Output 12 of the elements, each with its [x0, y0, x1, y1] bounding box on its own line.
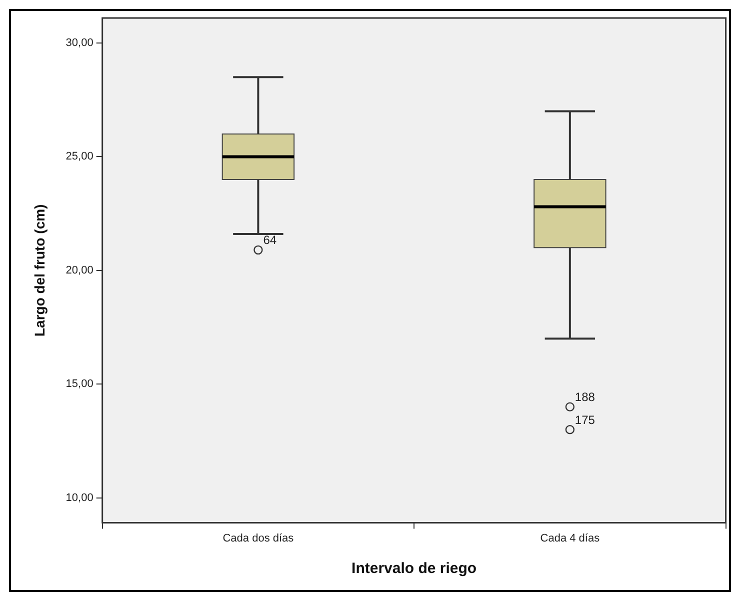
x-tick-label: Cada dos días — [222, 532, 294, 544]
y-tick-label: 25,00 — [66, 150, 94, 163]
y-tick-label: 10,00 — [66, 492, 94, 504]
annotation: 64 — [263, 233, 277, 248]
x-tick-label: Cada 4 días — [540, 532, 600, 544]
annotation: 175 — [574, 412, 596, 427]
y-tick-label: 30,00 — [66, 37, 94, 50]
y-axis-title: Largo del fruto (cm) — [31, 204, 48, 337]
y-tick-label: 15,00 — [66, 378, 94, 390]
x-axis-title: Intervalo de riego — [352, 560, 477, 578]
annotation: 188 — [574, 390, 596, 404]
y-tick-label: 20,00 — [66, 264, 94, 276]
